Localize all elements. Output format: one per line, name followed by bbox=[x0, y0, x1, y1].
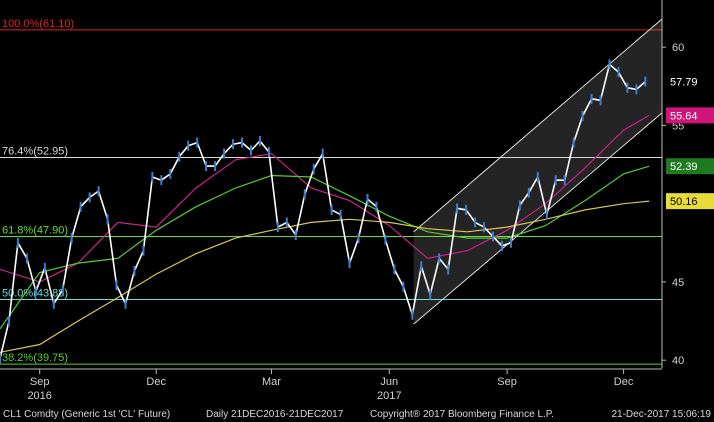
footer-timestamp: 21-Dec-2017 15:06:19 bbox=[611, 409, 711, 420]
channel-lower-line bbox=[413, 112, 663, 325]
moving-average-line-2 bbox=[0, 165, 650, 330]
y-tick-label: 60 bbox=[672, 42, 684, 54]
price-tag-label: 55.64 bbox=[670, 110, 698, 122]
price-tag-box bbox=[666, 193, 714, 210]
x-tick-label: Dec bbox=[614, 376, 634, 388]
x-tick-label: Sep bbox=[30, 376, 50, 388]
y-tick-label: 40 bbox=[672, 355, 684, 367]
channel-fill bbox=[413, 18, 662, 325]
price-tag-label: 50.16 bbox=[670, 196, 698, 208]
footer-security: CL1 Comdty (Generic 1st 'CL' Future) bbox=[3, 409, 170, 420]
axes: 40 45 55 60 Sep Dec Mar Jun Sep Dec 2016 2017 bbox=[0, 0, 684, 402]
fib-level-label: 76.4%(52.95) bbox=[2, 145, 68, 157]
footer-copyright: Copyright® 2017 Bloomberg Finance L.P. bbox=[370, 409, 554, 420]
footer-background bbox=[0, 404, 714, 422]
price-tag-box bbox=[666, 107, 714, 124]
fib-level-label: 61.8%(47.90) bbox=[2, 225, 68, 237]
price-series bbox=[0, 59, 647, 364]
trend-channel bbox=[413, 18, 663, 325]
x-tick-label: Mar bbox=[262, 376, 281, 388]
x-tick-label: Dec bbox=[146, 376, 166, 388]
price-tags: 57.79 55.64 52.39 50.16 bbox=[666, 73, 714, 210]
channel-upper-line bbox=[413, 18, 663, 233]
price-tag-label: 52.39 bbox=[670, 161, 698, 173]
fib-level-label: 38.2%(39.75) bbox=[2, 352, 68, 364]
x-tick-label: Sep bbox=[497, 376, 517, 388]
footer-bar: CL1 Comdty (Generic 1st 'CL' Future) Dai… bbox=[0, 404, 714, 422]
price-tag-box bbox=[666, 73, 714, 90]
x-year-label: 2016 bbox=[27, 390, 51, 402]
moving-averages bbox=[0, 114, 650, 353]
y-tick-label: 55 bbox=[672, 120, 684, 132]
fib-level-label: 100.0%(61.10) bbox=[2, 18, 74, 30]
moving-average-line-1 bbox=[0, 114, 650, 283]
x-year-label: 2017 bbox=[377, 390, 401, 402]
footer-period: Daily 21DEC2016-21DEC2017 bbox=[206, 409, 344, 420]
price-tag-label: 57.79 bbox=[670, 77, 698, 89]
moving-average-line-3 bbox=[0, 200, 650, 353]
price-tag-box bbox=[666, 158, 714, 175]
y-tick-label: 45 bbox=[672, 277, 684, 289]
x-tick-label: Jun bbox=[380, 376, 398, 388]
